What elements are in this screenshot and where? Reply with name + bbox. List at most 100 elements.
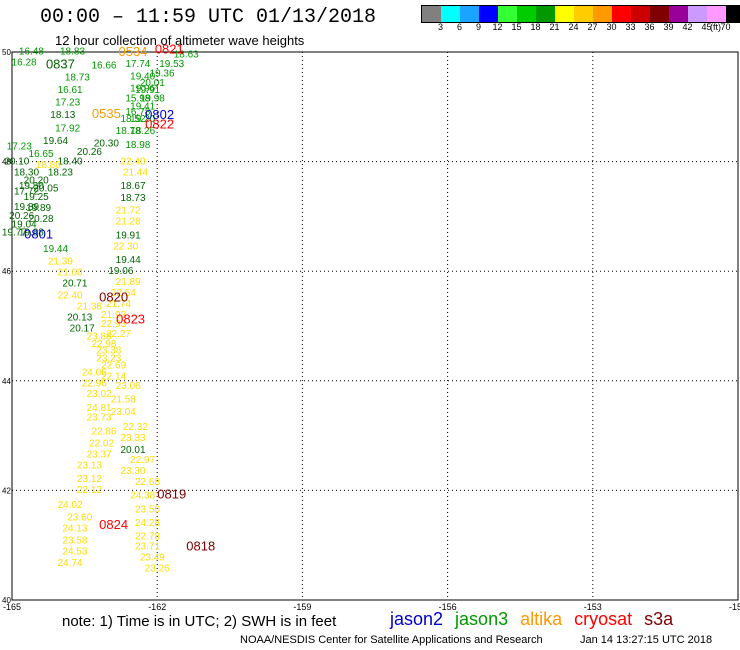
x-tick-label: -162 — [148, 602, 166, 612]
wave-height-label: 22.12 — [77, 485, 102, 496]
wave-height-label: 16.61 — [58, 85, 83, 96]
legend-swatch — [631, 6, 650, 22]
plot-frame — [11, 51, 739, 601]
wave-height-label: 19.53 — [159, 59, 184, 70]
wave-height-label: 22.54 — [111, 288, 136, 299]
legend-swatch — [498, 6, 517, 22]
wave-height-label: 23.73 — [87, 412, 112, 423]
pass-time-label: 0823 — [116, 311, 145, 326]
wave-height-label: 23.58 — [62, 536, 87, 547]
satellite-jason3: jason3 — [455, 609, 509, 629]
pass-time-label: 0801 — [24, 226, 53, 241]
wave-height-label: 19.04 — [12, 219, 37, 230]
wave-height-label: 24.13 — [62, 524, 87, 535]
wave-height-label: 18.98 — [125, 140, 150, 151]
wave-height-label: 19.25 — [24, 192, 49, 203]
wave-height-label: 19.20 — [130, 114, 155, 125]
legend-tick-label: 21 — [549, 22, 560, 32]
legend-tick-label: 15 — [511, 22, 522, 32]
wave-height-label: 24.81 — [87, 403, 112, 414]
wave-height-label: 23.88 — [87, 332, 112, 343]
wave-height-label: 18.73 — [120, 193, 145, 204]
y-tick-label: 50 — [2, 48, 11, 57]
wave-height-label: 16.28 — [12, 58, 37, 69]
wave-height-label: 18.63 — [174, 49, 199, 60]
wave-height-label: 21.89 — [116, 277, 141, 288]
pass-time-label: 0535 — [92, 106, 121, 121]
pass-time-label: 0802 — [145, 107, 174, 122]
wave-height-label: 20.05 — [33, 184, 58, 195]
wave-height-label: 19.89 — [26, 203, 51, 214]
wave-height-label: 18.83 — [60, 47, 85, 58]
satellite-jason2: jason2 — [390, 609, 444, 629]
wave-height-label: 22.68 — [135, 477, 160, 488]
wave-height-label: 23.13 — [77, 460, 102, 471]
wave-height-label: 24.02 — [58, 500, 83, 511]
pass-time-label: 0534 — [119, 44, 148, 59]
wave-height-label: 22.40 — [58, 291, 83, 302]
x-tick-label: -156 — [439, 602, 457, 612]
wave-height-label: 19.40 — [130, 71, 155, 82]
x-tick-label: -150 — [729, 602, 740, 612]
legend-tick-label: 6 — [456, 22, 463, 32]
wave-height-label: 20.28 — [29, 214, 54, 225]
wave-height-label: 19.80 — [19, 181, 44, 192]
wave-height-label: 24.28 — [135, 518, 160, 529]
wave-height-label: 15.98 — [125, 93, 150, 104]
legend-swatch — [536, 6, 555, 22]
wave-height-label: 18.52 — [120, 114, 145, 125]
wave-height-label: 24.74 — [58, 558, 83, 569]
legend-tick-label: 36 — [644, 22, 655, 32]
legend-swatch — [669, 6, 688, 22]
wave-height-label: 20.20 — [24, 176, 49, 187]
wave-height-label: 22.93 — [101, 319, 126, 330]
wave-height-label: 22.40 — [120, 156, 145, 167]
x-tick-label: -165 — [3, 602, 21, 612]
wave-height-label: 17.23 — [55, 98, 80, 109]
wave-height-label: 18.13 — [50, 110, 75, 121]
wave-height-label: 18.80 — [36, 160, 61, 171]
wave-height-label: 18.40 — [58, 156, 83, 167]
wave-height-label: 17.92 — [55, 123, 80, 134]
legend-swatch — [688, 6, 707, 22]
legend-swatch — [707, 6, 726, 22]
legend-tick-label: 70 — [720, 22, 731, 32]
wave-height-label: 23.06 — [116, 381, 141, 392]
pass-time-label: 0819 — [157, 487, 186, 502]
wave-height-label: 23.60 — [67, 513, 92, 524]
legend-swatch — [422, 6, 441, 22]
wave-height-label: 21.74 — [106, 299, 131, 310]
legend-swatch — [650, 6, 669, 22]
wave-height-label: 20.01 — [120, 445, 145, 456]
wave-height-label: 23.23 — [96, 354, 121, 365]
legend-swatch — [460, 6, 479, 22]
wave-height-label: 21.58 — [111, 395, 136, 406]
legend-tick-label: 12 — [492, 22, 503, 32]
wave-height-label: 22.30 — [113, 241, 138, 252]
legend-tick-label: 24 — [568, 22, 579, 32]
wave-height-label: 23.71 — [135, 542, 160, 553]
wave-height-label: 19.88 — [19, 228, 44, 239]
legend-tick-label: 45 — [701, 22, 712, 32]
wave-height-label: 23.12 — [77, 474, 102, 485]
legend-swatch — [612, 6, 631, 22]
wave-height-label: 22.86 — [91, 427, 116, 438]
wave-height-label: 20.26 — [9, 211, 34, 222]
wave-height-label: 19.64 — [43, 136, 68, 147]
wave-height-label: 20.71 — [62, 279, 87, 290]
color-legend-unit: (ft) — [710, 22, 721, 32]
wave-height-label: 20.26 — [77, 147, 102, 158]
y-tick-label: 42 — [2, 486, 11, 495]
wave-height-label: 18.26 — [130, 126, 155, 137]
page-title: 00:00 – 11:59 UTC 01/13/2018 — [40, 6, 377, 29]
wave-height-label: 16.65 — [29, 149, 54, 160]
wave-height-label: 22.96 — [82, 378, 107, 389]
y-tick-label: 48 — [2, 158, 11, 167]
wave-height-label: 22.14 — [101, 372, 126, 383]
wave-height-label: 19.77 — [2, 228, 27, 239]
wave-height-label: 23.37 — [87, 450, 112, 461]
pass-time-label: 0837 — [46, 56, 75, 71]
pass-time-label: 0820 — [99, 289, 128, 304]
wave-height-label: 22.02 — [89, 439, 114, 450]
pass-time-label: 0821 — [155, 42, 184, 57]
